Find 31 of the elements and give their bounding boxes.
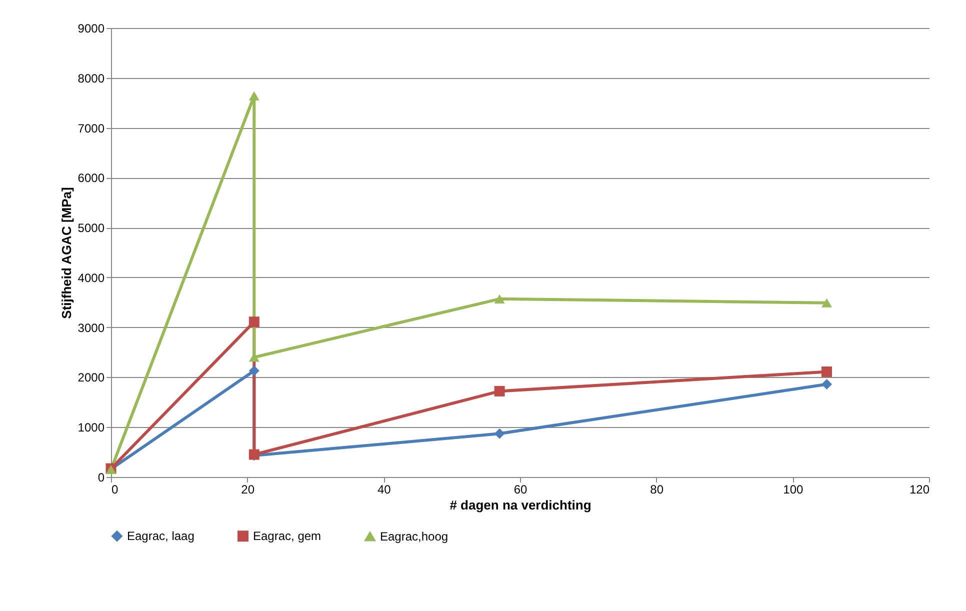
- y-axis-title: Stijfheid AGAC [MPa]: [58, 187, 74, 319]
- point: [822, 378, 832, 390]
- y-tick-label: 6000: [78, 171, 105, 186]
- x-tick-label: 100: [783, 482, 804, 496]
- x-tick-label: 120: [909, 482, 930, 496]
- point: [822, 298, 832, 308]
- y-tick-label: 9000: [78, 22, 105, 36]
- legend-label: Eagrac, laag: [127, 529, 194, 544]
- y-tick-label: 4000: [78, 270, 105, 285]
- legend-label: Eagrac,hoog: [380, 529, 448, 544]
- x-tick-label: 60: [514, 482, 528, 496]
- point: [248, 91, 260, 100]
- y-tick-label: 7000: [78, 121, 105, 136]
- x-tick-label: 20: [241, 482, 255, 496]
- point: [494, 428, 505, 439]
- point: [248, 316, 260, 328]
- y-tick-label: 8000: [78, 71, 105, 86]
- y-tick-label: 3000: [78, 320, 105, 335]
- x-tick-label: 80: [650, 482, 664, 496]
- point: [822, 366, 832, 377]
- y-tick-label: 0: [98, 470, 105, 484]
- point: [248, 365, 260, 376]
- x-tick-label: 40: [377, 482, 392, 496]
- point: [494, 386, 505, 396]
- legend-label: Eagrac, gem: [253, 529, 322, 544]
- y-tick-label: 5000: [78, 221, 105, 236]
- x-axis-title: # dagen na verdichting: [450, 498, 592, 512]
- y-tick-label: 2000: [78, 370, 105, 385]
- x-tick-label: 0: [112, 482, 118, 496]
- point: [494, 294, 505, 304]
- y-tick-label: 1000: [78, 420, 105, 435]
